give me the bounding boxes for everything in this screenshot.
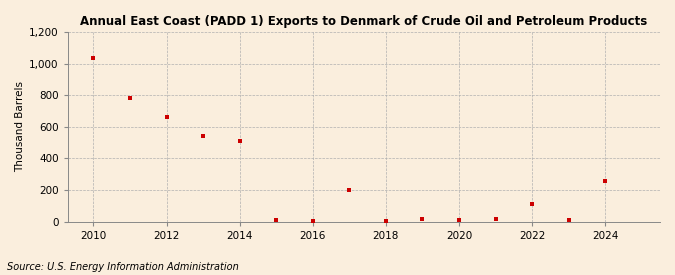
Point [417,217,428,222]
Text: Source: U.S. Energy Information Administration: Source: U.S. Energy Information Administ… [7,262,238,272]
Point [88,56,99,60]
Point [563,218,574,222]
Point [198,133,209,138]
Point [600,178,611,183]
Point [526,202,537,207]
Point [490,217,501,222]
Point [344,188,354,192]
Point [271,218,281,223]
Y-axis label: Thousand Barrels: Thousand Barrels [15,81,25,172]
Point [454,218,464,222]
Point [161,114,172,119]
Title: Annual East Coast (PADD 1) Exports to Denmark of Crude Oil and Petroleum Product: Annual East Coast (PADD 1) Exports to De… [80,15,647,28]
Point [307,219,318,223]
Point [381,219,392,223]
Point [125,96,136,101]
Point [234,139,245,143]
